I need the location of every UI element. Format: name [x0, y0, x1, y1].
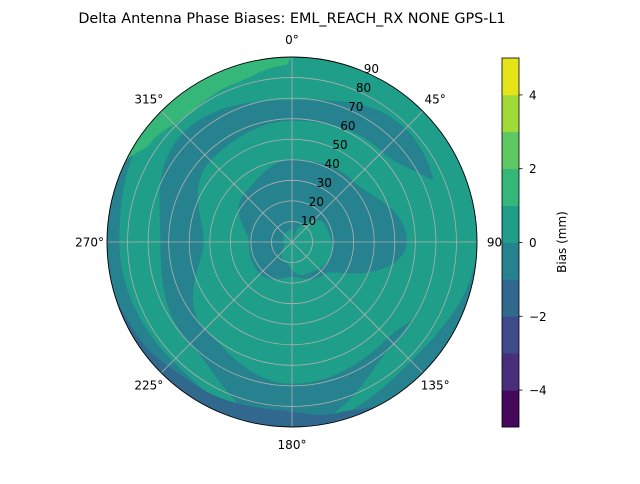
colorbar-label: Bias (mm): [555, 211, 569, 273]
angular-gridline: [291, 110, 424, 243]
contour-region-south-edge: [113, 289, 385, 427]
colorbar-tick-label: −4: [529, 384, 547, 398]
colorbar-segment: [502, 353, 519, 391]
colorbar-segment: [502, 390, 519, 428]
angular-tick-label: 0°: [285, 33, 299, 47]
angular-gridline: [160, 110, 293, 243]
angular-tick-label: 45°: [425, 92, 446, 106]
radial-tick-label: 40: [324, 157, 339, 171]
angular-tick-label: 315°: [134, 92, 163, 106]
colorbar-tick-label: 4: [529, 88, 537, 102]
polar-frame: [106, 56, 478, 428]
angular-tick-label: 180°: [278, 438, 307, 452]
colorbar-segment: [502, 94, 519, 133]
angular-tick-label: 135°: [421, 379, 450, 393]
chart-title: Delta Antenna Phase Biases: EML_REACH_RX…: [78, 11, 505, 27]
radial-tick-label: 10: [301, 214, 316, 228]
angular-gridline: [291, 241, 424, 374]
radial-tick-label: 20: [309, 195, 324, 209]
colorbar-tick-label: 0: [529, 236, 537, 250]
angular-gridline: [160, 241, 293, 374]
radial-tick-label: 90: [364, 62, 379, 76]
colorbar-tick-label: −2: [529, 310, 547, 324]
colorbar-tick-label: 2: [529, 162, 537, 176]
contour-region-northwest-edge: [124, 57, 292, 164]
contour-region-center: [281, 220, 333, 276]
radial-tick-label: 60: [340, 119, 355, 133]
contour-region-spiral-band: [192, 120, 477, 384]
colorbar-segment: [502, 58, 519, 96]
colorbar-segment: [502, 205, 519, 243]
colorbar: −4 −2 0 2 4: [501, 57, 547, 428]
colorbar-segment: [502, 242, 519, 280]
colorbar-segment: [502, 279, 519, 317]
radial-tick-label: 50: [332, 138, 347, 152]
angular-tick-label: 90: [487, 236, 502, 250]
polar-plot-area: 0° 45° 90 135° 180° 225° 270° 315° 10 20 30 40 50 60 7…: [75, 33, 502, 452]
angular-tick-label: 270°: [75, 236, 104, 250]
radial-tick-label: 70: [348, 100, 363, 114]
angular-tick-label: 225°: [134, 379, 163, 393]
colorbar-segment: [502, 316, 519, 354]
colorbar-segment: [502, 131, 519, 169]
colorbar-segment: [502, 168, 519, 206]
radial-tick-label: 30: [317, 176, 332, 190]
radial-tick-label: 80: [356, 81, 371, 95]
